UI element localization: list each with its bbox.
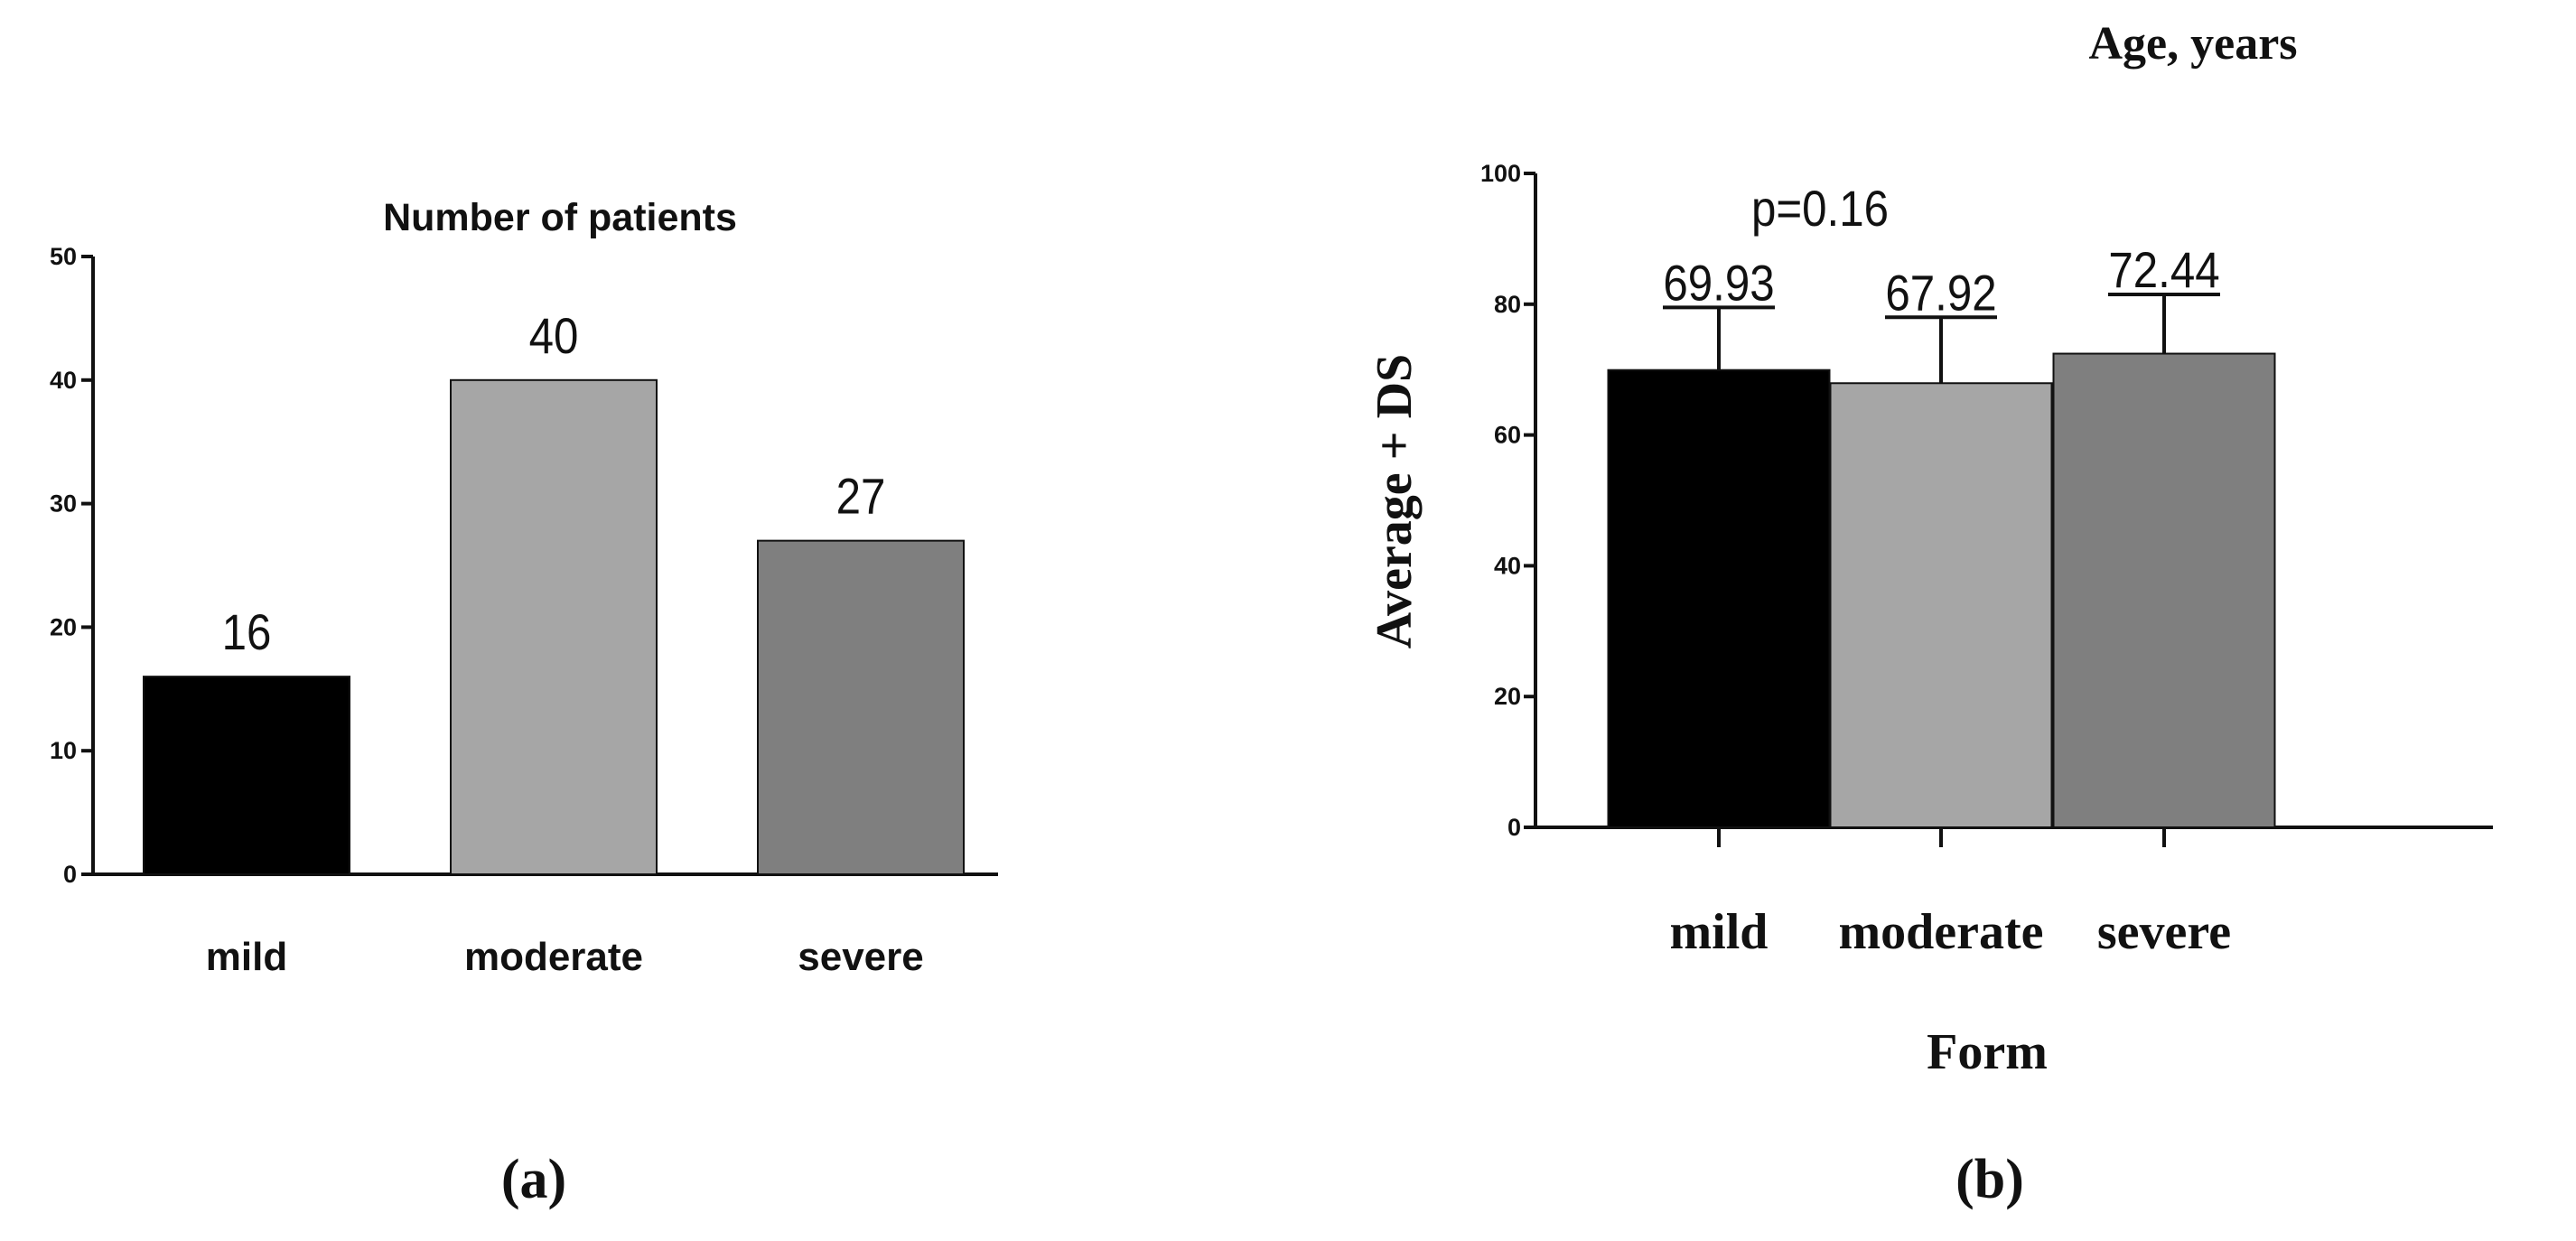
- p-value-annotation: p=0.16: [1751, 181, 1889, 238]
- panel-b-chart: Age, years 0 20 40 60 80 100 69.93 mild 67.92 mode…: [1367, 18, 2493, 1210]
- y-tick-label: 100: [1480, 160, 1521, 187]
- y-tick-label: 0: [63, 861, 77, 888]
- y-tick-label: 80: [1494, 291, 1521, 318]
- y-tick-label: 40: [50, 367, 77, 394]
- bar-moderate: [1829, 382, 2053, 828]
- data-label: 69.93: [1663, 256, 1774, 313]
- y-tick-label: 40: [1494, 552, 1521, 579]
- category-label: mild: [1670, 904, 1769, 960]
- y-tick-label: 30: [50, 490, 77, 518]
- category-label: moderate: [464, 935, 643, 979]
- data-label: 16: [222, 604, 272, 661]
- chart-title: Age, years: [2088, 18, 2297, 70]
- y-tick-label: 60: [1494, 422, 1521, 449]
- data-label: 40: [529, 308, 579, 365]
- bar-mild: [143, 676, 350, 875]
- y-tick-label: 0: [1507, 814, 1521, 841]
- panel-label: (b): [1955, 1149, 2024, 1210]
- data-label: 67.92: [1885, 265, 1996, 322]
- category-label: moderate: [1838, 904, 2043, 960]
- y-tick-label: 10: [50, 737, 77, 764]
- bar-moderate: [450, 378, 658, 875]
- bar-severe: [757, 539, 965, 875]
- x-axis-label: Form: [1927, 1024, 2048, 1080]
- y-tick-label: 50: [50, 243, 77, 270]
- data-label: 72.44: [2108, 242, 2219, 299]
- category-label: severe: [798, 935, 923, 979]
- category-label: severe: [2097, 904, 2231, 960]
- bar-mild: [1607, 369, 1831, 828]
- panel-label: (a): [501, 1149, 566, 1210]
- panel-a-chart: Number of patients 0 10 20 30 40 50 16 mild 40 mod…: [50, 196, 998, 1210]
- y-tick-label: 20: [1494, 683, 1521, 710]
- y-tick-label: 20: [50, 613, 77, 640]
- data-label: 27: [836, 469, 886, 526]
- y-axis-label: Average + DS: [1367, 354, 1423, 648]
- category-label: mild: [206, 935, 287, 979]
- chart-title: Number of patients: [383, 196, 737, 239]
- bar-severe: [2052, 352, 2276, 828]
